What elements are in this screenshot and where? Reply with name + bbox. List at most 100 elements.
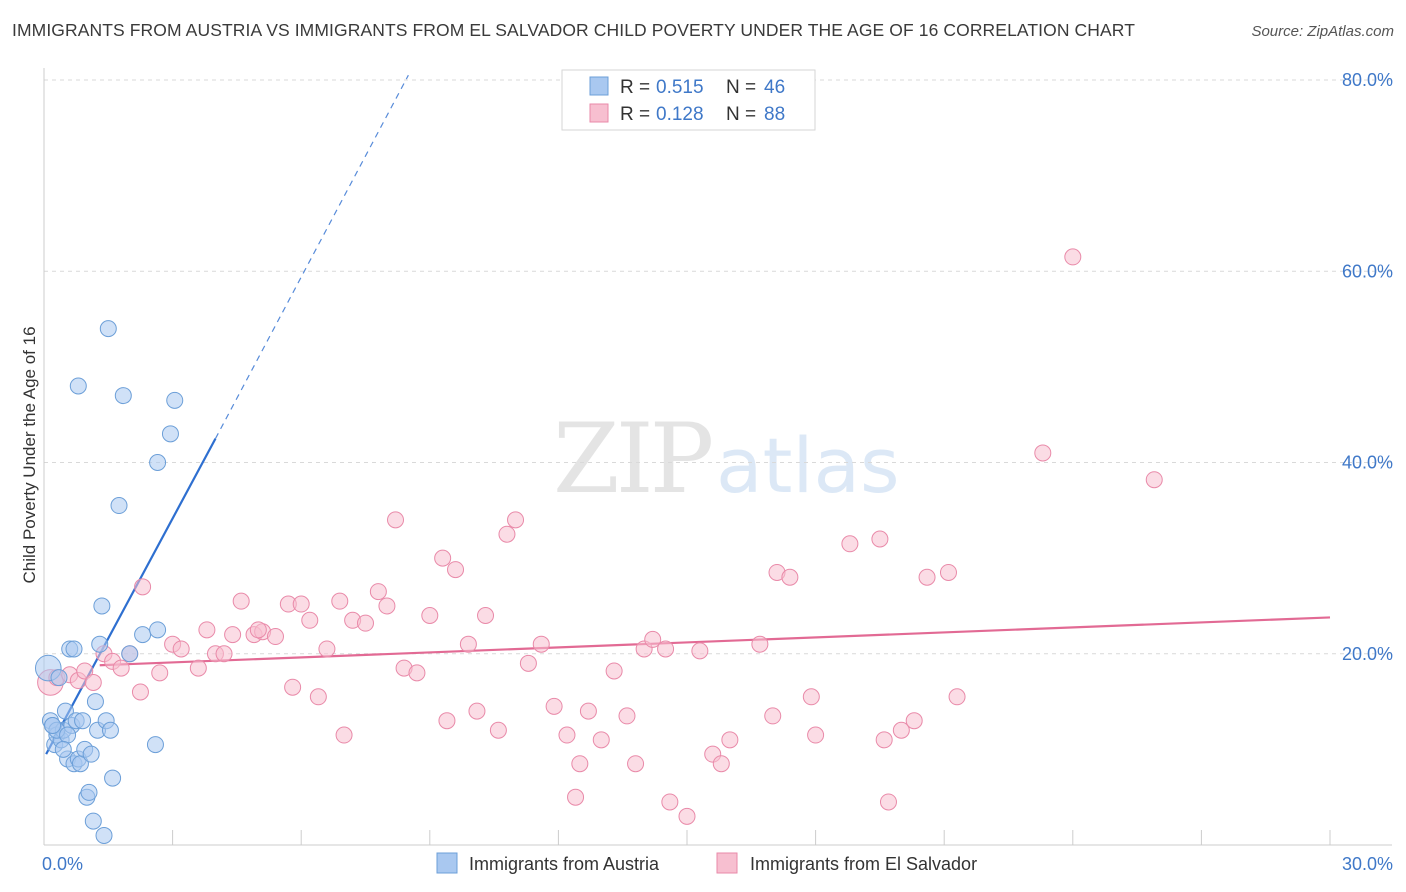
watermark-atlas: atlas [716,421,900,510]
chart-title: IMMIGRANTS FROM AUSTRIA VS IMMIGRANTS FR… [12,20,1135,40]
legend-n-label-austria: N = [726,77,756,98]
austria-point [80,783,98,801]
elsalvador-point [802,688,820,706]
elsalvador-point [657,640,675,658]
elsalvador-point [468,702,486,720]
elsalvador-point [558,726,576,744]
austria-point [134,626,152,644]
austria-points [34,320,184,844]
austria-point [86,693,104,711]
elsalvador-point [507,511,525,529]
elsalvador-point [284,678,302,696]
elsalvador-point [567,788,585,806]
elsalvador-point [1064,248,1082,266]
elsalvador-point [112,659,130,677]
austria-point [54,740,72,758]
y-tick-label: 80.0% [1342,70,1393,90]
elsalvador-point [579,702,597,720]
elsalvador-point [905,712,923,730]
watermark-zip: ZIP [553,403,712,515]
elsalvador-point [224,626,242,644]
y-tick-label: 20.0% [1342,644,1393,664]
austria-point [166,391,184,409]
elsalvador-point [369,583,387,601]
elsalvador-point [644,630,662,648]
elsalvador-point [875,731,893,749]
bottom-legend-swatch-austria [436,852,458,874]
elsalvador-point [249,621,267,639]
legend-r-label-austria: R = [620,77,650,98]
austria-point [146,736,164,754]
elsalvador-point [198,621,216,639]
elsalvador-point [519,654,537,672]
austria-trend-solid [45,438,217,755]
elsalvador-point [387,511,405,529]
elsalvador-point [477,607,495,624]
legend-n-value-austria: 46 [764,77,785,98]
austria-point [114,387,132,405]
austria-point [95,826,113,844]
elsalvador-point [232,592,250,610]
legend-r-label-elsalvador: R = [620,104,650,125]
austria-point [149,454,167,471]
elsalvador-trend [99,616,1331,667]
elsalvador-point [309,688,327,706]
austria-trend-dashed [214,74,409,439]
austria-point [161,425,179,443]
elsalvador-point [151,664,169,682]
elsalvador-point [751,635,769,653]
elsalvador-point [764,707,782,725]
austria-point [101,721,119,739]
elsalvador-point [131,683,149,701]
y-tick-label: 60.0% [1342,261,1393,281]
austria-point [74,712,92,730]
legend-n-value-elsalvador: 88 [764,104,785,125]
elsalvador-point [266,628,284,646]
legend-swatch-austria [589,76,609,96]
elsalvador-point [134,578,152,596]
source-label: Source: ZipAtlas.com [1251,23,1394,40]
austria-point [84,812,102,830]
legend-swatch-elsalvador [589,103,609,123]
elsalvador-point [447,561,465,579]
elsalvador-point [892,721,910,739]
elsalvador-point [939,563,957,581]
elsalvador-point [378,597,396,615]
elsalvador-points [37,248,1163,825]
austria-point [59,726,77,744]
elsalvador-point [357,614,374,632]
elsalvador-point [618,707,636,725]
austria-point [93,597,111,615]
bottom-legend-swatch-elsalvador [716,852,738,874]
elsalvador-point [172,640,190,658]
austria-trend [45,74,409,755]
elsalvador-point [434,549,452,567]
elsalvador-point [879,793,897,811]
elsalvador-point [215,645,233,663]
elsalvador-point [1145,471,1163,489]
legend-r-value-austria: 0.515 [656,77,704,98]
elsalvador-point [592,731,610,749]
elsalvador-point [292,595,310,613]
elsalvador-point [301,611,319,629]
x-tick-label: 30.0% [1342,854,1393,874]
austria-point [44,716,62,734]
elsalvador-point [532,635,550,653]
elsalvador-point [781,568,799,586]
elsalvador-point [721,731,739,749]
austria-point [99,320,117,338]
austria-point [149,621,167,639]
elsalvador-point [489,721,507,739]
austria-point [56,702,74,720]
elsalvador-point [545,697,563,715]
elsalvador-point [459,635,477,653]
elsalvador-point [948,688,966,706]
bottom-legend-label-austria: Immigrants from Austria [469,854,660,874]
elsalvador-point [1034,444,1052,462]
y-tick-label: 40.0% [1342,453,1393,473]
elsalvador-point [421,607,439,624]
elsalvador-point [438,712,456,730]
austria-point [110,497,128,515]
elsalvador-point [841,535,859,553]
elsalvador-point [678,807,696,825]
